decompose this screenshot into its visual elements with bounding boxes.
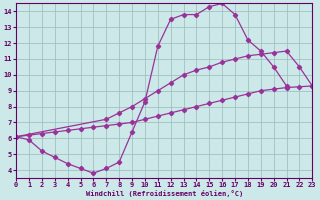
X-axis label: Windchill (Refroidissement éolien,°C): Windchill (Refroidissement éolien,°C) [85,190,243,197]
